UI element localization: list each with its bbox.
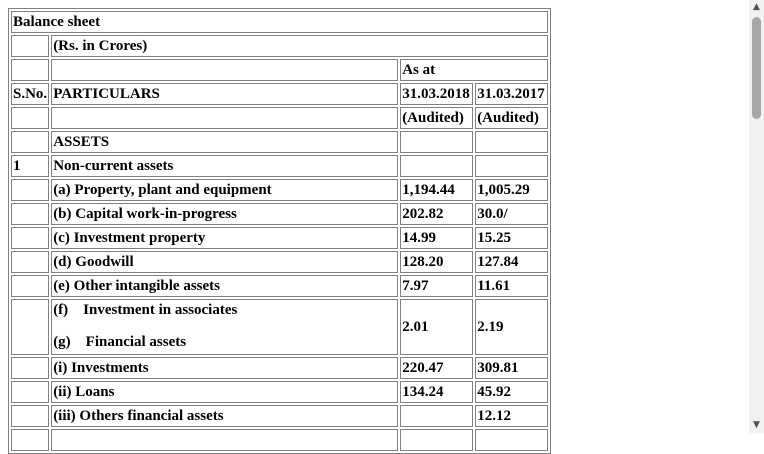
value-2017: 45.92 xyxy=(475,381,549,403)
row-label: (e) Other intangible assets xyxy=(51,275,399,297)
value-2018: 7.97 xyxy=(400,275,474,297)
header-row: S.No. PARTICULARS 31.03.2018 31.03.2017 xyxy=(11,83,549,105)
value-2017: 127.84 xyxy=(475,251,549,273)
empty-cell xyxy=(11,131,50,153)
row-label: (iii) Others financial assets xyxy=(51,405,399,427)
empty-cell xyxy=(51,59,399,81)
table-row: (d) Goodwill 128.20 127.84 xyxy=(11,251,549,273)
value-2017: 309.81 xyxy=(475,357,549,379)
value-2017: 30.0/ xyxy=(475,203,549,225)
table-row: (i) Investments 220.47 309.81 xyxy=(11,357,549,379)
section-label: ASSETS xyxy=(51,131,399,153)
stacked-row: (f) Investment in associates (g) Financi… xyxy=(11,299,549,355)
unit-row: (Rs. in Crores) xyxy=(11,35,549,57)
audited-2017-label: (Audited) xyxy=(475,107,549,129)
title-row: Balance sheet xyxy=(11,11,549,33)
value-2018: 14.99 xyxy=(400,227,474,249)
section-row: ASSETS xyxy=(11,131,549,153)
value-2018: 134.24 xyxy=(400,381,474,403)
sno-header: S.No. xyxy=(11,83,50,105)
empty-cell xyxy=(11,203,50,225)
table-row: (c) Investment property 14.99 15.25 xyxy=(11,227,549,249)
sheet-title: Balance sheet xyxy=(11,11,549,33)
financial-assets-label: (g) Financial assets xyxy=(53,334,187,350)
stack-gap xyxy=(53,320,396,332)
empty-cell xyxy=(400,429,474,451)
date-2018-header: 31.03.2018 xyxy=(400,83,474,105)
value-2018: 1,194.44 xyxy=(400,179,474,201)
balance-sheet-body: Balance sheet (Rs. in Crores) As at S.No… xyxy=(11,11,549,451)
table-row: (e) Other intangible assets 7.97 11.61 xyxy=(11,275,549,297)
group-row: 1 Non-current assets xyxy=(11,155,549,177)
empty-cell xyxy=(475,429,549,451)
audited-2018-label: (Audited) xyxy=(400,107,474,129)
empty-cell xyxy=(11,227,50,249)
date-2017-header: 31.03.2017 xyxy=(475,83,549,105)
value-2018: 220.47 xyxy=(400,357,474,379)
value-2017: 12.12 xyxy=(475,405,549,427)
group-label: Non-current assets xyxy=(51,155,399,177)
empty-cell xyxy=(51,429,399,451)
value-2017: 15.25 xyxy=(475,227,549,249)
value-2018: 202.82 xyxy=(400,203,474,225)
value-2017: 11.61 xyxy=(475,275,549,297)
balance-sheet-table: Balance sheet (Rs. in Crores) As at S.No… xyxy=(8,8,552,454)
table-row: (iii) Others financial assets 12.12 xyxy=(11,405,549,427)
table-row: (ii) Loans 134.24 45.92 xyxy=(11,381,549,403)
empty-cell xyxy=(400,131,474,153)
particulars-header: PARTICULARS xyxy=(51,83,399,105)
scrollbar-thumb[interactable] xyxy=(752,17,761,119)
empty-cell xyxy=(11,251,50,273)
row-label: (a) Property, plant and equipment xyxy=(51,179,399,201)
empty-cell xyxy=(11,59,50,81)
table-row: (a) Property, plant and equipment 1,194.… xyxy=(11,179,549,201)
empty-cell xyxy=(11,299,50,355)
empty-cell xyxy=(11,405,50,427)
row-label: (d) Goodwill xyxy=(51,251,399,273)
empty-cell xyxy=(475,131,549,153)
empty-cell xyxy=(11,107,50,129)
investment-associates-label: (f) Investment in associates xyxy=(53,302,238,318)
value-2018 xyxy=(400,405,474,427)
empty-cell xyxy=(11,179,50,201)
table-row: (b) Capital work-in-progress 202.82 30.0… xyxy=(11,203,549,225)
scroll-down-arrow-icon[interactable]: ▼ xyxy=(753,420,760,430)
vertical-scrollbar[interactable]: ▲ ▼ xyxy=(749,0,764,433)
group-sno: 1 xyxy=(11,155,50,177)
value-2017: 1,005.29 xyxy=(475,179,549,201)
empty-cell xyxy=(11,275,50,297)
row-label: (c) Investment property xyxy=(51,227,399,249)
empty-cell xyxy=(475,155,549,177)
as-at-row: As at xyxy=(11,59,549,81)
audited-row: (Audited) (Audited) xyxy=(11,107,549,129)
stacked-label: (f) Investment in associates (g) Financi… xyxy=(51,299,399,355)
empty-cell xyxy=(11,35,50,57)
table-row xyxy=(11,429,549,451)
value-2018: 2.01 xyxy=(400,299,474,355)
value-2017: 2.19 xyxy=(475,299,549,355)
value-2018: 128.20 xyxy=(400,251,474,273)
as-at-label: As at xyxy=(400,59,549,81)
empty-cell xyxy=(51,107,399,129)
row-label: (b) Capital work-in-progress xyxy=(51,203,399,225)
empty-cell xyxy=(11,357,50,379)
empty-cell xyxy=(11,381,50,403)
scroll-up-arrow-icon[interactable]: ▲ xyxy=(753,2,760,12)
empty-cell xyxy=(400,155,474,177)
unit-label: (Rs. in Crores) xyxy=(51,35,549,57)
empty-cell xyxy=(11,429,50,451)
row-label: (i) Investments xyxy=(51,357,399,379)
row-label: (ii) Loans xyxy=(51,381,399,403)
